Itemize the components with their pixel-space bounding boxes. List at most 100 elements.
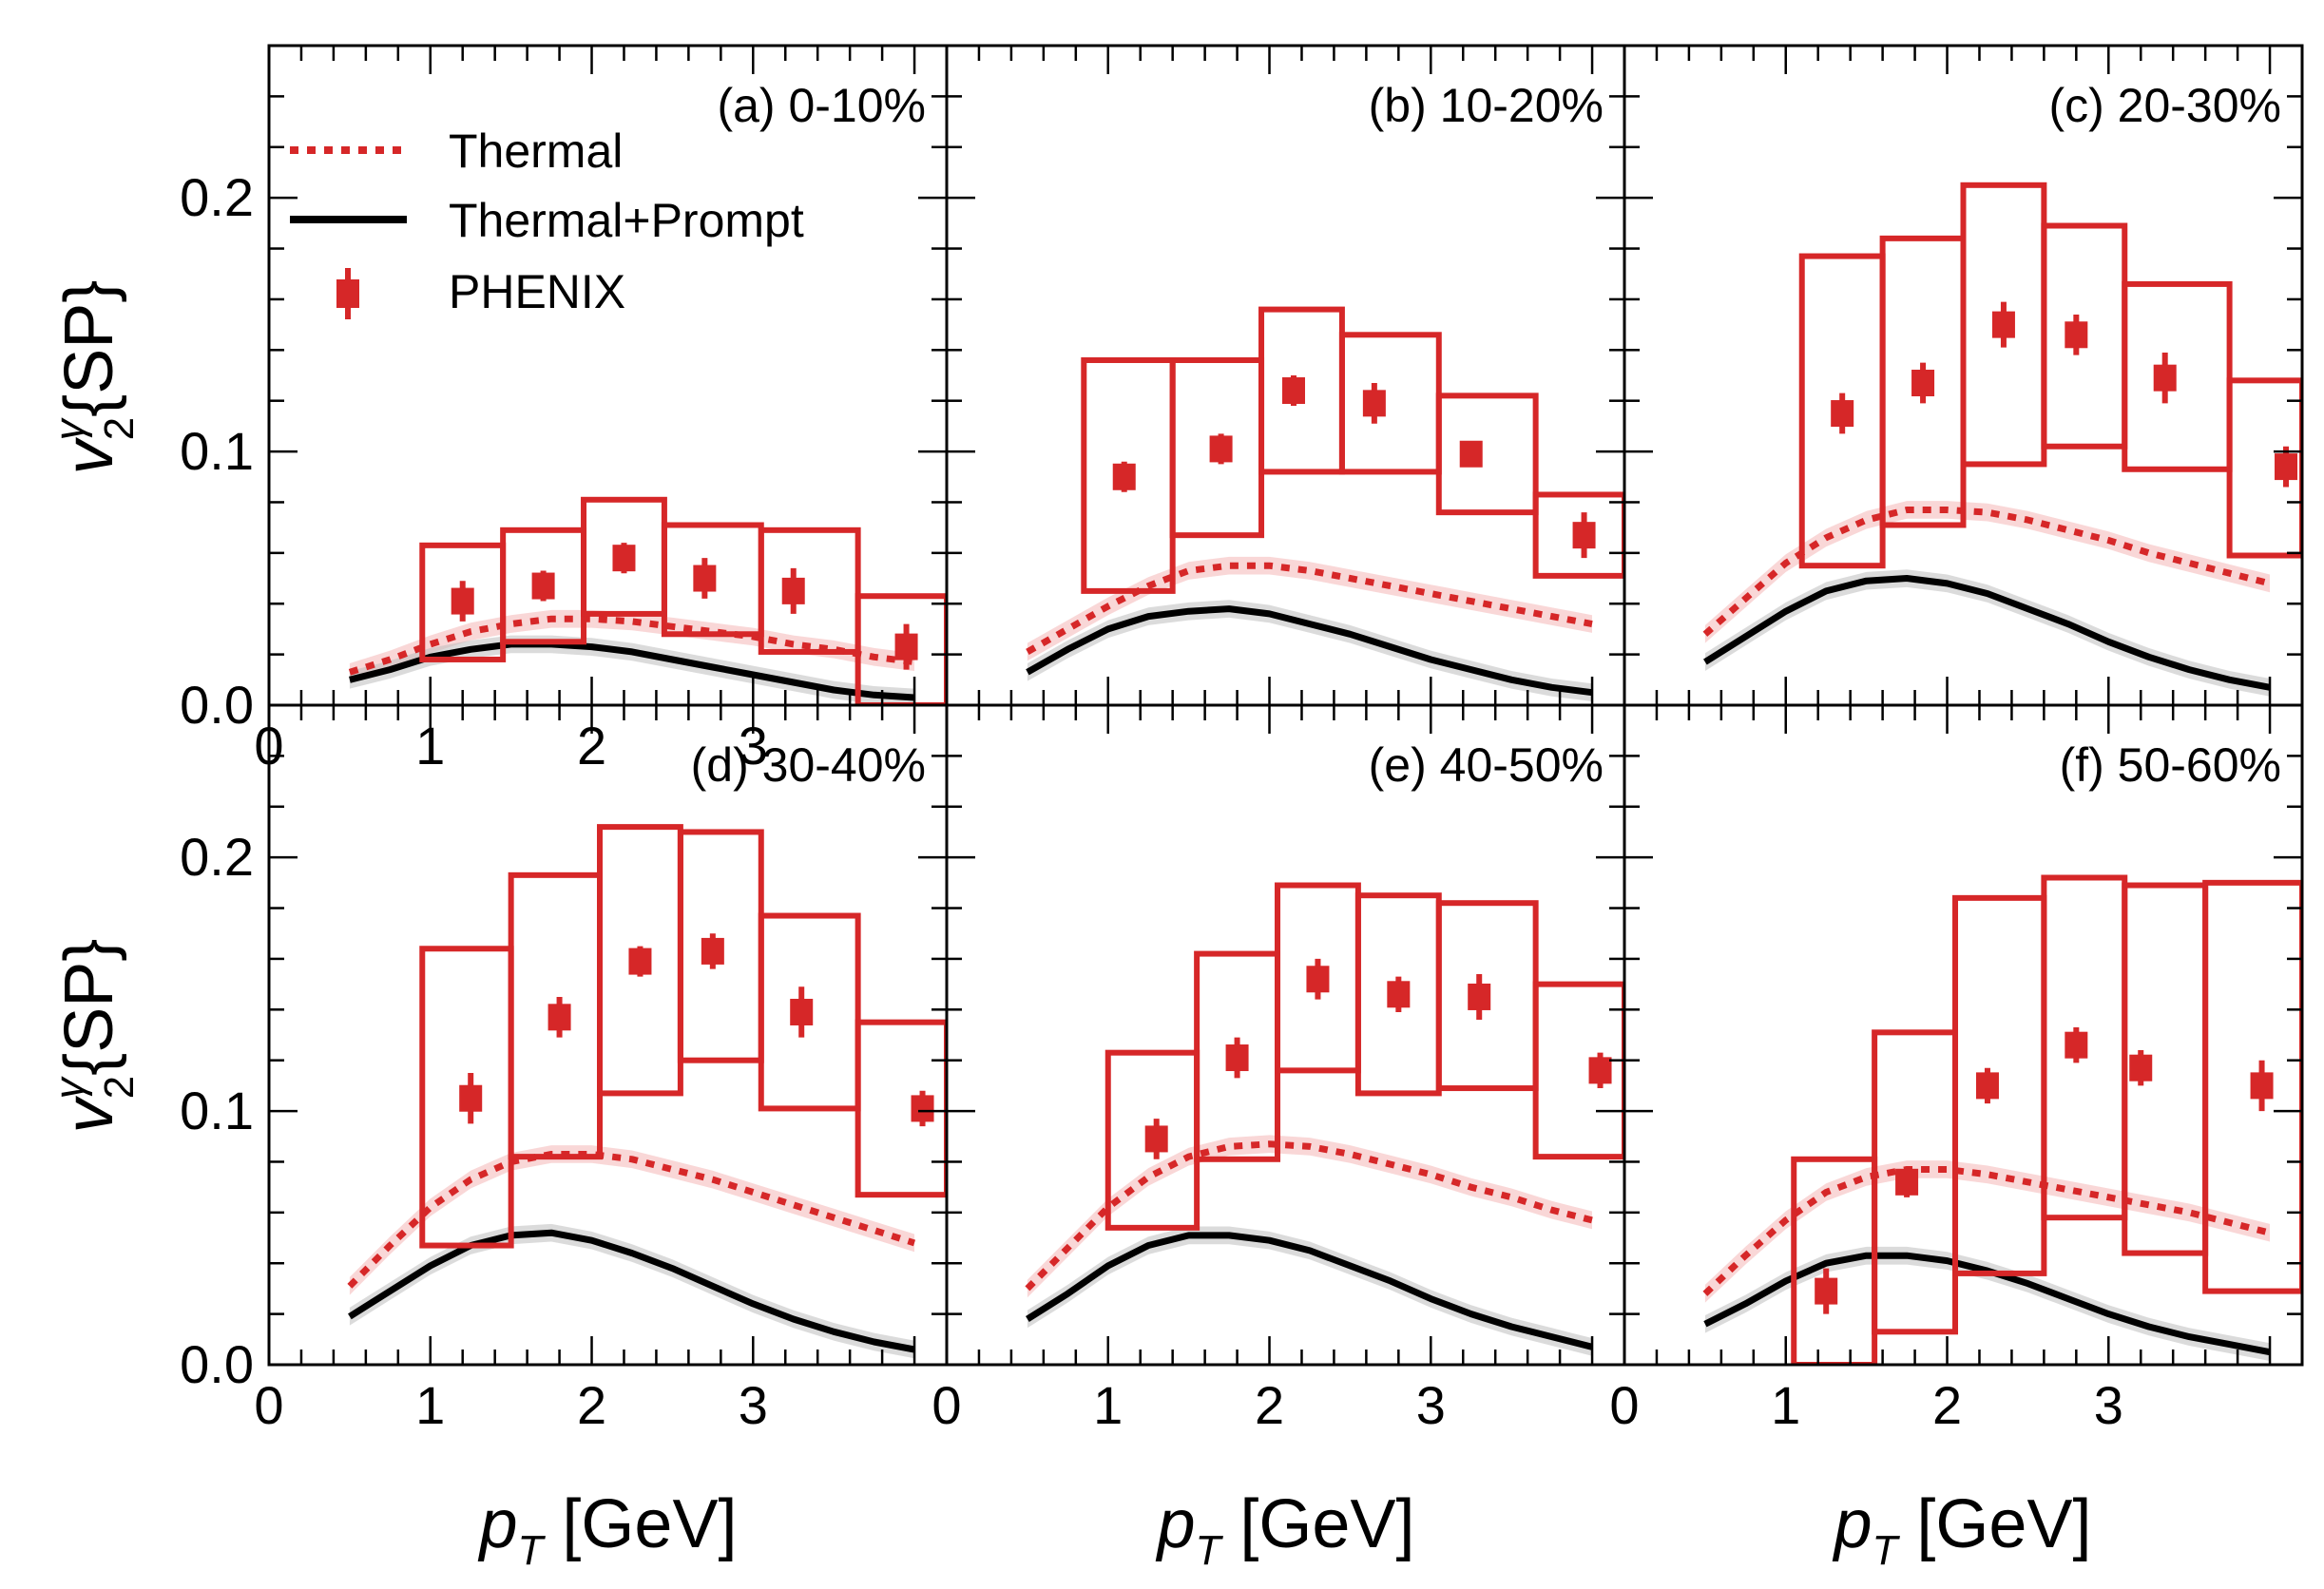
- data-point-3: [1976, 1072, 1999, 1099]
- x-axis-label-middle: pT [GeV]: [1155, 1486, 1414, 1574]
- data-point-6: [895, 634, 918, 660]
- x-tick-label: 1: [1771, 1375, 1800, 1435]
- thermal-band: [1705, 501, 2270, 643]
- data-point-5: [1460, 441, 1483, 468]
- data-point-4: [2065, 321, 2087, 348]
- data-point-5: [2129, 1055, 2152, 1082]
- plot-area: [1028, 886, 1624, 1356]
- y-tick-label: 0.0: [180, 675, 254, 735]
- panel-title: (d) 30-40%: [691, 738, 926, 792]
- data-point-5: [1468, 984, 1490, 1010]
- x-tick-label: 0: [254, 1375, 283, 1435]
- sys-box-5: [2124, 284, 2229, 469]
- panel-title: (b) 10-20%: [1369, 79, 1604, 132]
- data-point-6: [1573, 522, 1596, 548]
- thermal-prompt-band: [1705, 1247, 2270, 1361]
- data-point-4: [701, 938, 724, 965]
- data-point-1: [1145, 1125, 1168, 1152]
- x-tick-label: 0: [932, 1375, 961, 1435]
- legend-phenix-marker: [336, 279, 359, 308]
- legend-thermal-prompt-label: Thermal+Prompt: [449, 194, 804, 247]
- x-tick-label: 3: [1416, 1375, 1446, 1435]
- x-tick-label: 2: [1932, 1375, 1962, 1435]
- data-point-4: [1363, 390, 1386, 416]
- data-point-3: [1306, 966, 1329, 992]
- panel-c: (c) 20-30%: [1624, 46, 2302, 705]
- x-axis-label-right: pT [GeV]: [1832, 1486, 2091, 1574]
- panel-e: 0 1 2 3 (e) 40-50%: [932, 705, 1624, 1435]
- x-tick-label: 1: [415, 1375, 445, 1435]
- svg-text:vγ2{SP}: vγ2{SP}: [47, 939, 143, 1134]
- plot-area: [350, 500, 947, 707]
- data-point-6: [2275, 453, 2297, 480]
- data-point-4: [1387, 981, 1410, 1007]
- data-point-4: [693, 565, 716, 592]
- plot-area: [1028, 310, 1624, 701]
- y-axis-var: v: [51, 1095, 127, 1133]
- data-point-5: [790, 999, 813, 1025]
- thermal-band: [1028, 1135, 1592, 1297]
- data-point-1: [1113, 464, 1136, 490]
- thermal-prompt-band: [1705, 569, 2270, 697]
- legend-thermal-label: Thermal: [449, 124, 623, 178]
- y-tick-label: 0.2: [180, 827, 254, 887]
- y-axis-sup: γ: [47, 416, 93, 440]
- y-axis-rest: {SP}: [51, 280, 127, 417]
- sys-box-3: [1955, 898, 2044, 1273]
- data-point-3: [612, 545, 635, 571]
- x-tick-label: 1: [1093, 1375, 1123, 1435]
- data-point-3: [1282, 377, 1305, 404]
- data-point-3: [1992, 312, 2015, 338]
- plot-area: [1705, 185, 2302, 697]
- panel-d: 0.0 0.1 0.2 0 1 2 3 (d) 30-40%: [180, 705, 947, 1435]
- x-tick-label: 3: [739, 1375, 768, 1435]
- panels-group: 0.0 0.1 0.2 0 1 2 3 (a) 0-10% (b) 10-20% (c) 20-3…: [180, 46, 2302, 1435]
- data-point-2: [1895, 1169, 1918, 1196]
- panel-title: (f) 50-60%: [2060, 738, 2281, 792]
- data-point-1: [1831, 400, 1853, 427]
- y-tick-label: 0.0: [180, 1334, 254, 1394]
- data-point-1: [459, 1085, 482, 1112]
- data-point-2: [548, 1004, 571, 1030]
- data-point-5: [2154, 365, 2177, 392]
- x-tick-label: 3: [2094, 1375, 2123, 1435]
- data-point-6: [2251, 1072, 2274, 1099]
- data-point-2: [1210, 435, 1233, 462]
- thermal-prompt-curve: [1705, 579, 2270, 688]
- data-point-1: [1815, 1278, 1837, 1305]
- y-tick-label: 0.2: [180, 167, 254, 227]
- sys-box-4: [1342, 335, 1439, 471]
- panel-title: (e) 40-50%: [1369, 738, 1604, 792]
- y-axis-rest: {SP}: [51, 939, 127, 1076]
- legend-phenix-label: PHENIX: [449, 265, 625, 318]
- data-point-4: [2065, 1032, 2087, 1059]
- y-axis-var: v: [51, 436, 127, 474]
- panel-b: (b) 10-20%: [947, 46, 1624, 705]
- y-tick-label: 0.1: [180, 1081, 254, 1140]
- data-point-6: [1589, 1057, 1612, 1083]
- data-point-5: [782, 578, 805, 604]
- data-point-3: [628, 948, 651, 975]
- figure: 0.0 0.1 0.2 0 1 2 3 (a) 0-10% (b) 10-20% (c) 20-3…: [0, 0, 2324, 1589]
- panel-f: 0 1 2 3 (f) 50-60%: [1609, 705, 2302, 1435]
- panel-title: (a) 0-10%: [717, 79, 926, 132]
- data-point-2: [1911, 370, 1934, 396]
- y-axis-label-top: vγ2{SP}: [47, 280, 143, 475]
- x-tick-label: 2: [1255, 1375, 1284, 1435]
- plot-area: [1705, 878, 2302, 1365]
- thermal-prompt-curve: [350, 1233, 914, 1350]
- plot-area: [350, 827, 947, 1358]
- thermal-prompt-band: [1028, 1227, 1592, 1356]
- panel-title: (c) 20-30%: [2048, 79, 2281, 132]
- data-point-2: [1226, 1044, 1249, 1071]
- sys-box-5: [1439, 395, 1536, 512]
- y-axis-label-bottom: vγ2{SP}: [47, 939, 143, 1134]
- x-axis-label-left: pT [GeV]: [477, 1486, 737, 1574]
- x-tick-label: 0: [1609, 1375, 1639, 1435]
- legend: Thermal Thermal+Prompt PHENIX: [290, 124, 804, 319]
- y-axis-sub: 2: [96, 417, 143, 440]
- x-tick-label: 2: [577, 1375, 606, 1435]
- svg-text:vγ2{SP}: vγ2{SP}: [47, 280, 143, 475]
- data-point-6: [912, 1095, 934, 1121]
- thermal-prompt-curve: [1705, 1255, 2270, 1352]
